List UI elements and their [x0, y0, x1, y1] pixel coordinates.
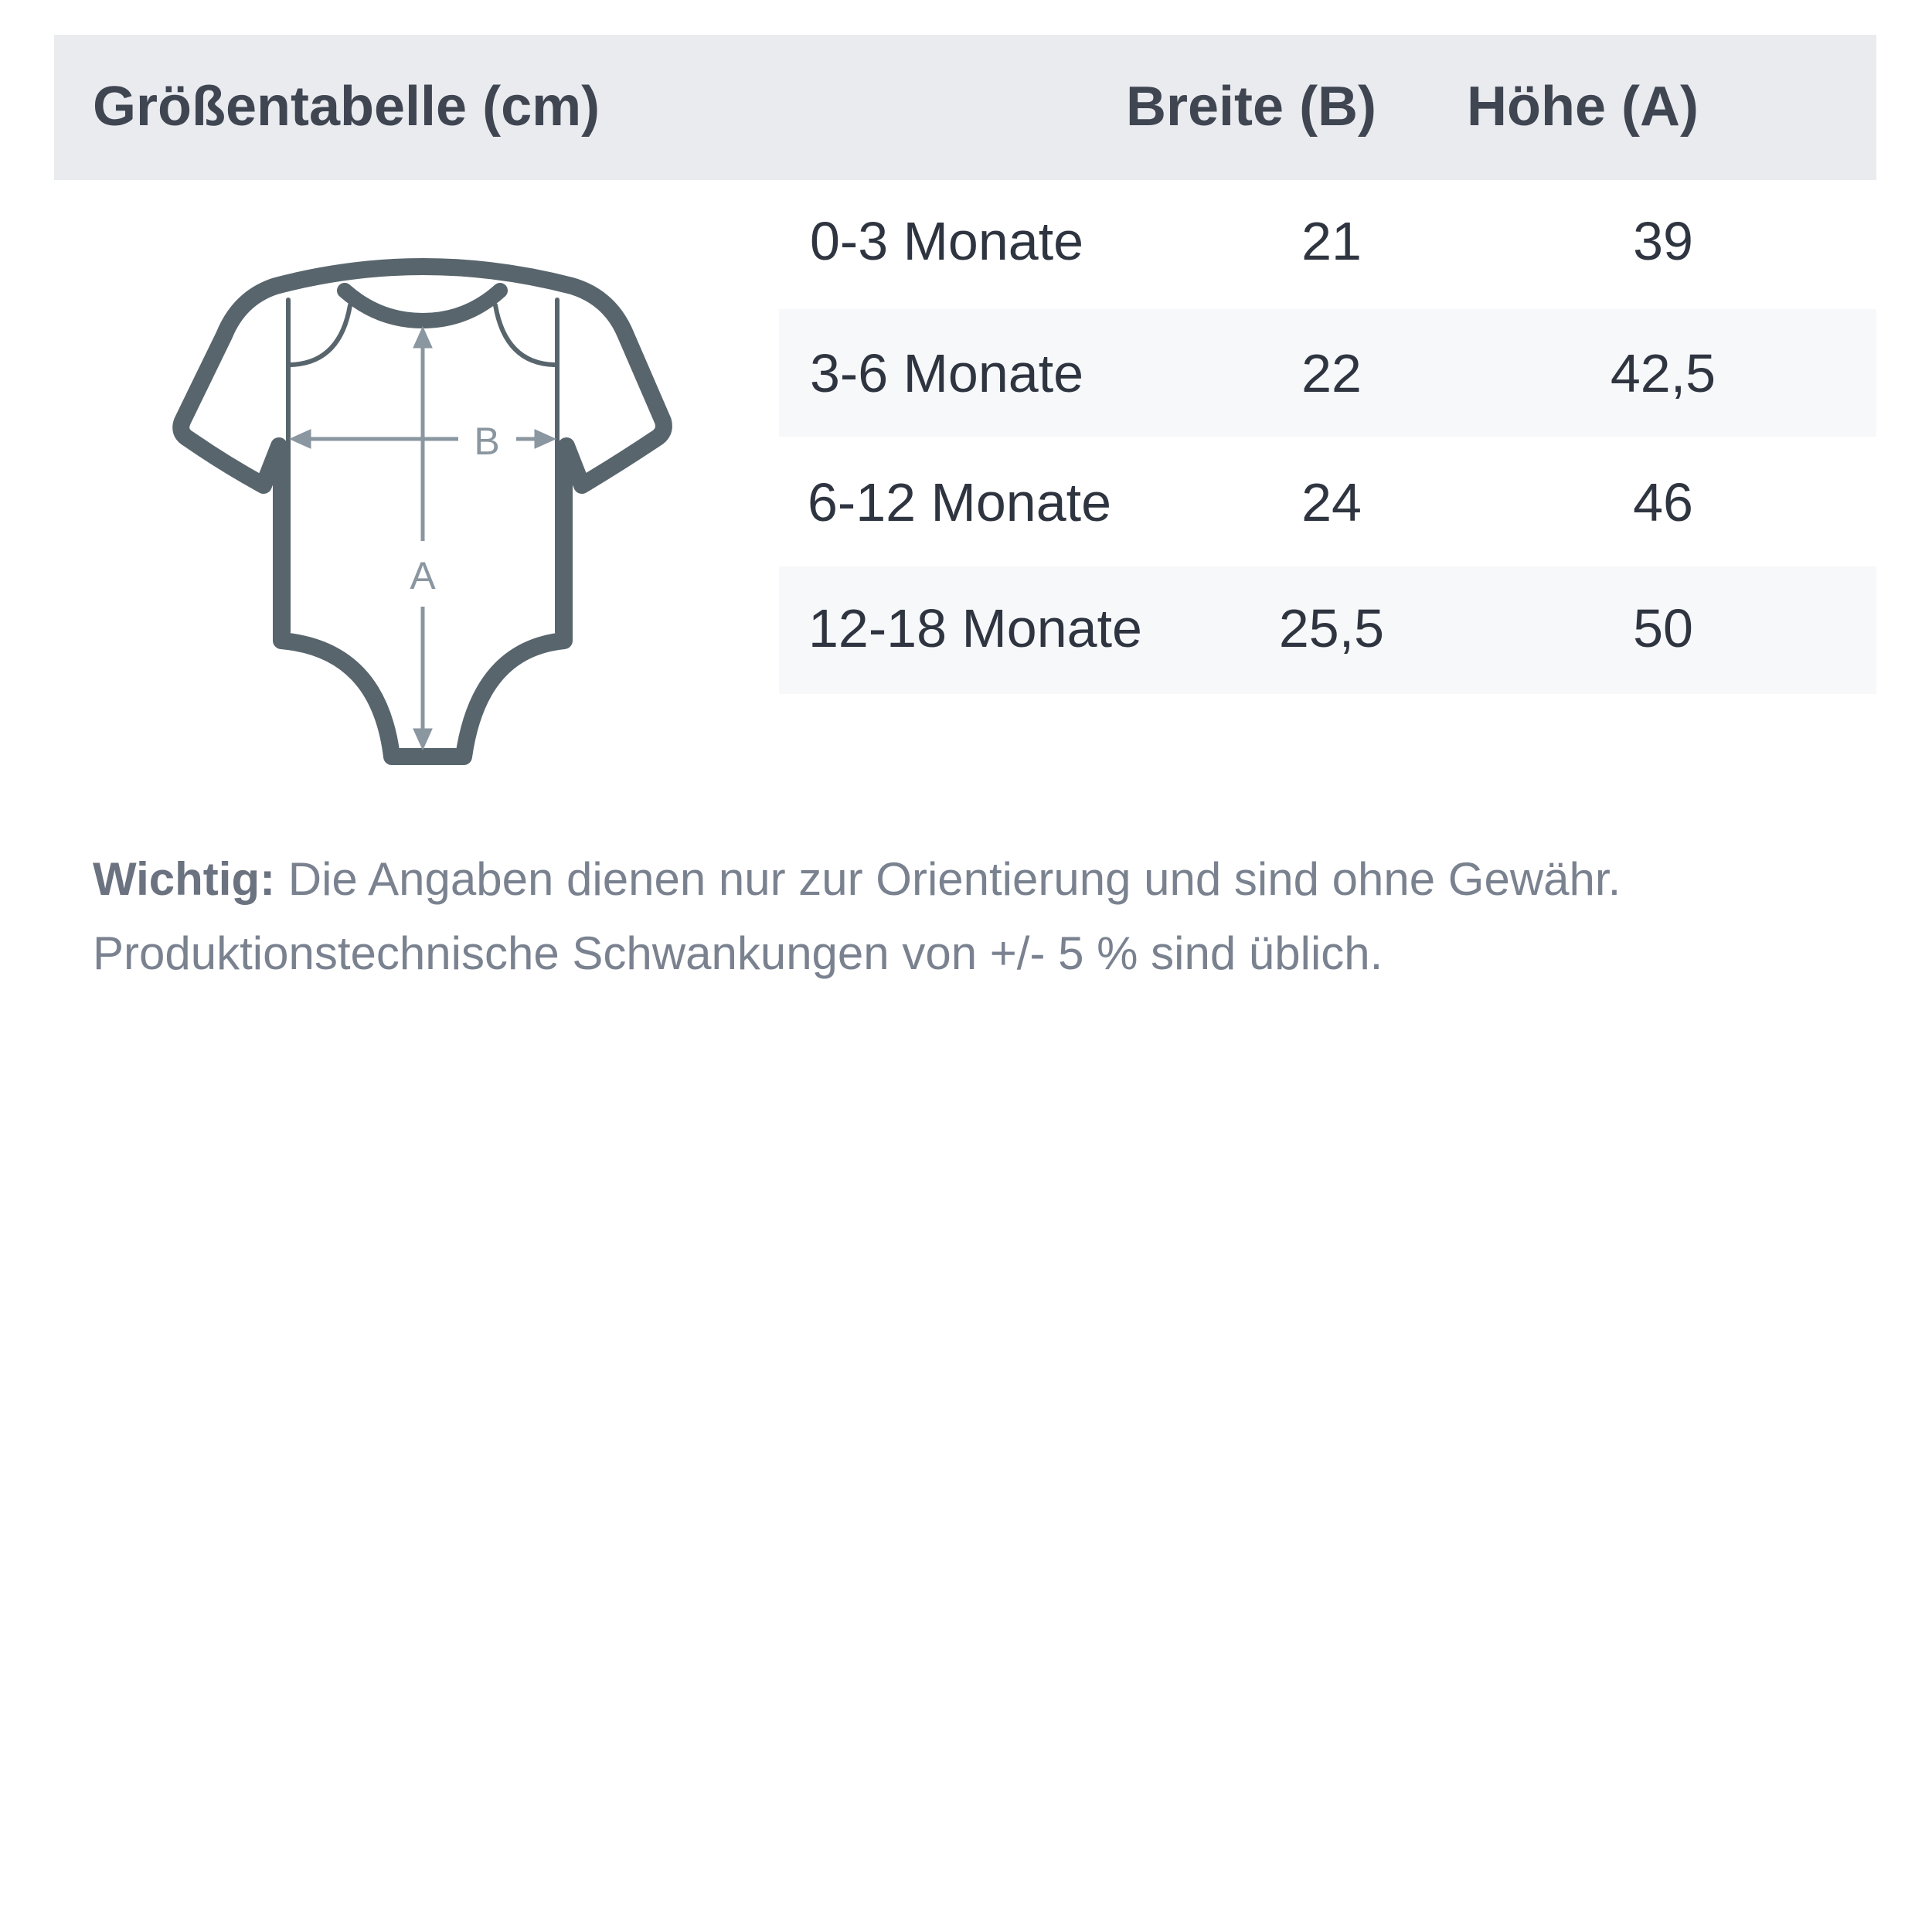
size-label: 0-3 Monate [810, 211, 1084, 271]
neckline [337, 283, 508, 328]
bodysuit-outline [172, 258, 672, 765]
note-label: Wichtig: [93, 853, 276, 905]
width-value: 25,5 [1278, 598, 1385, 658]
row-stripe [779, 566, 1876, 694]
note-line-1: Die Angaben dienen nur zur Orientierung … [287, 853, 1621, 905]
size-label: 3-6 Monate [810, 343, 1084, 403]
seam-left [286, 298, 352, 634]
size-label: 12-18 Monate [808, 598, 1142, 658]
height-value: 46 [1633, 472, 1693, 532]
width-value: 22 [1301, 343, 1362, 403]
table-header [54, 35, 1876, 180]
note-line-2: Produktionstechnische Schwankungen von +… [93, 927, 1383, 979]
height-value: 50 [1633, 598, 1693, 658]
baby-bodysuit-icon: B A [172, 258, 672, 765]
arrow-up-icon [413, 325, 433, 349]
label-height: A [410, 554, 436, 597]
arrow-left-icon [288, 429, 311, 449]
height-value: 39 [1633, 211, 1693, 271]
column-header-width: Breite (B) [1125, 76, 1377, 138]
label-width: B [474, 420, 499, 463]
arrow-down-icon [413, 728, 433, 751]
size-label: 6-12 Monate [808, 472, 1112, 532]
table-title: Größentabelle (cm) [93, 76, 600, 138]
row-stripe [779, 309, 1876, 437]
arrow-right-icon [534, 429, 557, 449]
column-header-height: Höhe (A) [1467, 76, 1699, 138]
width-value: 21 [1301, 211, 1362, 271]
disclaimer-note: Wichtig: Die Angaben dienen nur zur Orie… [93, 842, 1870, 991]
seam-right [493, 298, 560, 634]
height-value: 42,5 [1610, 343, 1716, 403]
width-value: 24 [1301, 472, 1362, 532]
